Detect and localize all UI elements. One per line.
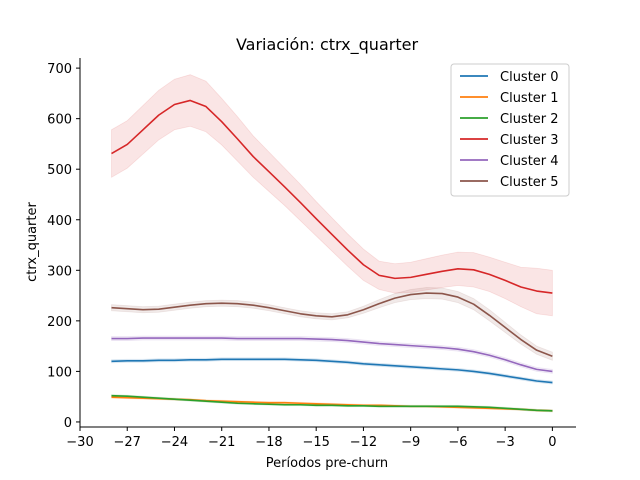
- x-tick-label: −27: [114, 435, 141, 450]
- x-tick-label: −24: [161, 435, 188, 450]
- line-series-4: [111, 337, 553, 373]
- legend-label: Cluster 0: [500, 70, 559, 85]
- legend-label: Cluster 1: [500, 91, 559, 106]
- x-tick-label: −12: [350, 435, 377, 450]
- line-series-2: [111, 394, 553, 412]
- x-tick-label: −9: [401, 435, 420, 450]
- band-series-3: [111, 74, 553, 317]
- y-ticks: 0 100 200 300 400 500 600 700: [47, 62, 80, 431]
- x-tick-label: −21: [208, 435, 235, 450]
- y-tick-label: 0: [64, 416, 72, 431]
- x-tick-label: −18: [255, 435, 282, 450]
- y-tick-label: 200: [47, 315, 72, 330]
- x-ticks: −30 −27 −24 −21 −18 −15 −12 −9 −6 −3 0: [66, 427, 557, 450]
- x-tick-label: −30: [66, 435, 93, 450]
- x-tick-label: −6: [448, 435, 467, 450]
- band-series-4: [111, 335, 553, 374]
- legend-label: Cluster 2: [500, 112, 559, 127]
- y-tick-label: 700: [47, 62, 72, 77]
- line-series-0: [111, 358, 553, 384]
- series-lines: [111, 99, 553, 412]
- x-tick-label: −15: [302, 435, 329, 450]
- x-tick-label: −3: [496, 435, 515, 450]
- x-axis-title: Períodos pre-churn: [266, 456, 388, 471]
- chart-title: Variación: ctrx_quarter: [236, 35, 418, 55]
- y-tick-label: 400: [47, 214, 72, 229]
- legend-label: Cluster 4: [500, 154, 559, 169]
- band-series-5: [111, 287, 553, 361]
- y-tick-label: 300: [47, 264, 72, 279]
- legend-label: Cluster 3: [500, 133, 559, 148]
- line-series-5: [111, 292, 553, 357]
- legend-label: Cluster 5: [500, 175, 559, 190]
- y-tick-label: 600: [47, 113, 72, 128]
- x-tick-label: 0: [548, 435, 556, 450]
- legend: Cluster 0 Cluster 1 Cluster 2 Cluster 3 Clus…: [450, 63, 570, 197]
- y-tick-label: 100: [47, 365, 72, 380]
- line-series-3: [111, 99, 553, 294]
- y-tick-label: 500: [47, 163, 72, 178]
- y-axis-title: ctrx_quarter: [25, 202, 40, 282]
